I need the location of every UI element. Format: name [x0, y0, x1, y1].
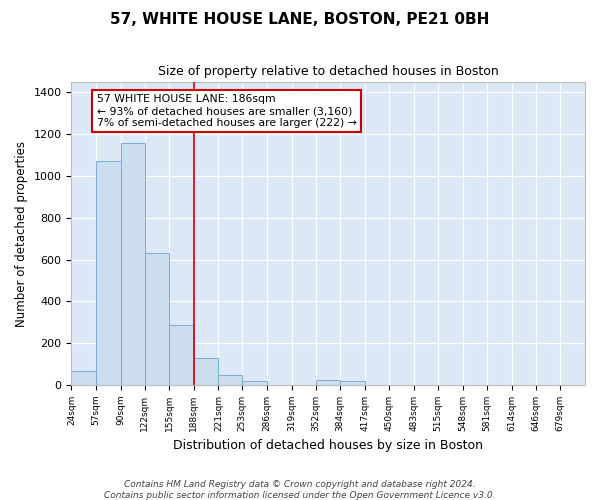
- Y-axis label: Number of detached properties: Number of detached properties: [15, 140, 28, 326]
- Bar: [194, 358, 218, 385]
- Text: Contains HM Land Registry data © Crown copyright and database right 2024.
Contai: Contains HM Land Registry data © Crown c…: [104, 480, 496, 500]
- Text: 57, WHITE HOUSE LANE, BOSTON, PE21 0BH: 57, WHITE HOUSE LANE, BOSTON, PE21 0BH: [110, 12, 490, 28]
- Bar: [121, 142, 145, 385]
- Bar: [169, 326, 194, 385]
- Bar: [316, 380, 340, 385]
- Text: 57 WHITE HOUSE LANE: 186sqm
← 93% of detached houses are smaller (3,160)
7% of s: 57 WHITE HOUSE LANE: 186sqm ← 93% of det…: [97, 94, 356, 128]
- X-axis label: Distribution of detached houses by size in Boston: Distribution of detached houses by size …: [173, 440, 483, 452]
- Bar: [218, 374, 242, 385]
- Bar: [340, 381, 365, 385]
- Bar: [71, 372, 96, 385]
- Bar: [145, 254, 169, 385]
- Title: Size of property relative to detached houses in Boston: Size of property relative to detached ho…: [158, 65, 499, 78]
- Bar: [96, 162, 121, 385]
- Bar: [242, 381, 267, 385]
